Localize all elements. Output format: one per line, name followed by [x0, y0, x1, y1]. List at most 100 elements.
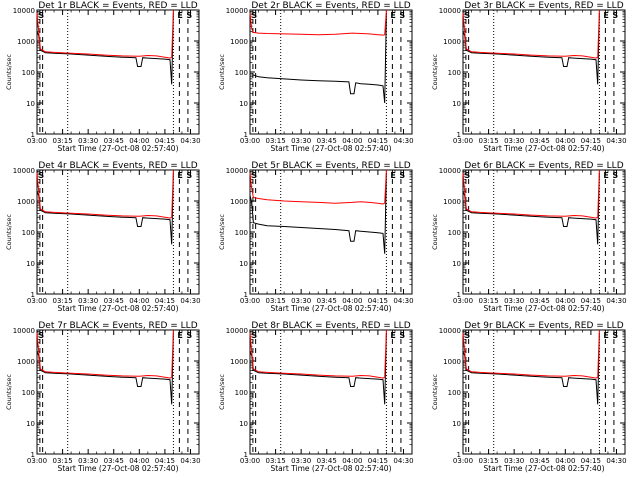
y-axis-label: Counts/sec [5, 214, 13, 250]
panel-title: Det 6r BLACK = Events, RED = LLD [464, 161, 623, 171]
y-tick-label: 10 [239, 420, 248, 428]
y-tick-label: 1000 [230, 358, 248, 366]
start-marker-label: S [464, 331, 470, 340]
x-tick-label: 04:15 [368, 297, 388, 305]
x-tick-label: 04:30 [393, 137, 413, 145]
x-tick-label: 04:30 [606, 457, 626, 465]
x-tick-label: 03:30 [504, 297, 524, 305]
x-tick-label: 04:15 [155, 137, 175, 145]
end-marker-label: E [603, 171, 608, 180]
plot-frame [36, 169, 200, 295]
x-tick-label: 04:15 [581, 297, 601, 305]
x-tick-label: 03:15 [478, 137, 498, 145]
panel-title: Det 1r BLACK = Events, RED = LLD [38, 1, 197, 11]
y-tick-label: 100 [235, 389, 248, 397]
start-marker-label: S [251, 331, 257, 340]
x-axis-label: Start Time (27-Oct-08 02:57:40) [57, 144, 178, 153]
events-series-line [462, 12, 600, 85]
events-series-line [36, 12, 174, 85]
x-tick-label: 04:00 [555, 297, 575, 305]
y-tick-label: 10 [26, 260, 35, 268]
y-tick-label: 1 [457, 291, 461, 299]
end-marker-label: E [390, 171, 395, 180]
y-tick-label: 10000 [13, 327, 35, 335]
end-marker-label: S [399, 331, 405, 340]
x-tick-label: 03:15 [52, 457, 72, 465]
x-tick-label: 03:00 [453, 137, 473, 145]
lld-series-line [36, 9, 174, 59]
lld-series-line [249, 329, 387, 379]
plot-frame [36, 329, 200, 455]
y-tick-label: 1 [244, 291, 248, 299]
x-tick-label: 04:15 [155, 297, 175, 305]
y-tick-label: 10000 [13, 167, 35, 175]
x-tick-label: 03:00 [240, 137, 260, 145]
end-marker-label: E [390, 331, 395, 340]
x-tick-label: 04:00 [342, 137, 362, 145]
y-tick-label: 1000 [443, 198, 461, 206]
x-tick-label: 03:45 [104, 457, 124, 465]
x-tick-label: 04:00 [555, 457, 575, 465]
x-tick-label: 03:45 [530, 137, 550, 145]
y-axis-label: Counts/sec [218, 54, 226, 90]
panel-4: Det 4r BLACK = Events, RED = LLD 1 10 100 10… [5, 161, 201, 313]
end-marker-label: S [612, 331, 618, 340]
y-tick-label: 10000 [226, 167, 248, 175]
y-axis-label: Counts/sec [5, 54, 13, 90]
lld-series-line [249, 9, 387, 36]
plot-frame [249, 329, 413, 455]
y-tick-label: 10000 [13, 7, 35, 15]
y-tick-label: 1000 [17, 198, 35, 206]
y-axis-label: Counts/sec [431, 54, 439, 90]
x-tick-label: 03:45 [530, 297, 550, 305]
y-tick-label: 1 [31, 291, 35, 299]
end-marker-label: S [612, 11, 618, 20]
events-series-line [462, 332, 600, 405]
start-marker-label: S [38, 11, 44, 20]
x-tick-label: 03:45 [104, 297, 124, 305]
x-tick-label: 03:00 [240, 457, 260, 465]
x-axis-label: Start Time (27-Oct-08 02:57:40) [57, 464, 178, 473]
end-marker-label: E [603, 331, 608, 340]
x-tick-label: 04:30 [606, 297, 626, 305]
x-tick-label: 03:15 [265, 297, 285, 305]
x-tick-label: 03:30 [504, 457, 524, 465]
x-tick-label: 03:00 [27, 297, 47, 305]
panel-5: Det 5r BLACK = Events, RED = LLD 1 10 100 10… [218, 161, 414, 313]
panel-2: Det 2r BLACK = Events, RED = LLD 1 10 100 10… [218, 1, 414, 153]
y-tick-label: 10000 [226, 327, 248, 335]
events-series-line [36, 332, 174, 405]
y-axis-label: Counts/sec [218, 374, 226, 410]
lld-series-line [36, 169, 174, 219]
panel-6: Det 6r BLACK = Events, RED = LLD 1 10 100 10… [431, 161, 627, 313]
panel-title: Det 3r BLACK = Events, RED = LLD [464, 1, 623, 11]
end-marker-label: E [177, 331, 182, 340]
x-tick-label: 03:00 [453, 457, 473, 465]
y-tick-label: 100 [22, 389, 35, 397]
x-tick-label: 04:30 [180, 457, 200, 465]
y-tick-label: 100 [448, 229, 461, 237]
y-tick-label: 10 [239, 260, 248, 268]
x-tick-label: 03:15 [478, 297, 498, 305]
panel-title: Det 2r BLACK = Events, RED = LLD [251, 1, 410, 11]
x-axis-label: Start Time (27-Oct-08 02:57:40) [270, 464, 391, 473]
y-axis-label: Counts/sec [5, 374, 13, 410]
lld-series-line [249, 169, 387, 205]
y-tick-label: 10 [452, 100, 461, 108]
panel-3: Det 3r BLACK = Events, RED = LLD 1 10 100 10… [431, 1, 627, 153]
x-tick-label: 03:15 [52, 137, 72, 145]
start-marker-label: S [38, 171, 44, 180]
y-tick-label: 100 [235, 229, 248, 237]
y-tick-label: 1 [31, 131, 35, 139]
x-tick-label: 03:30 [291, 297, 311, 305]
panel-title: Det 8r BLACK = Events, RED = LLD [251, 321, 410, 331]
y-tick-label: 1000 [230, 198, 248, 206]
plot-frame [462, 169, 626, 295]
panel-title: Det 9r BLACK = Events, RED = LLD [464, 321, 623, 331]
x-tick-label: 04:15 [368, 137, 388, 145]
lld-series-line [36, 329, 174, 379]
plot-frame [249, 169, 413, 295]
x-tick-label: 03:15 [265, 457, 285, 465]
end-marker-label: S [186, 171, 192, 180]
